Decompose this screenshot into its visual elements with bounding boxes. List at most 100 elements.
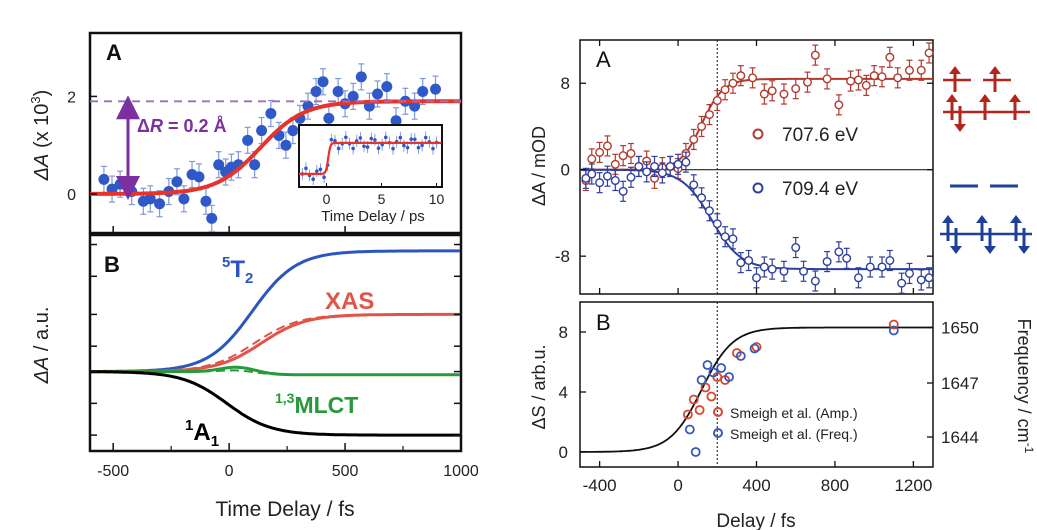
right-b-point: [888, 319, 899, 330]
right-a-point: [799, 260, 809, 282]
spin-diagram-high-spin: [943, 66, 1030, 132]
inset-xtick: 10: [429, 191, 445, 207]
right-a-point: [767, 258, 777, 280]
right-b-xtick: 800: [821, 476, 849, 495]
right-a-point: [626, 142, 636, 165]
left-b-xtick: 500: [332, 463, 359, 480]
right-b-points: [682, 319, 899, 457]
right-b-point: [706, 391, 717, 402]
right-a-point: [681, 151, 691, 173]
left-a-point: [200, 187, 212, 215]
right-a-point: [595, 172, 605, 194]
inset-xtick: 5: [378, 191, 386, 207]
right-a-point: [728, 228, 738, 250]
label-5t2: 5T2: [222, 254, 253, 287]
right-a-point: [893, 67, 903, 89]
right-a-point: [916, 269, 926, 291]
left-a-point: [144, 185, 156, 213]
left-a-point: [390, 107, 402, 135]
right-b-point: [696, 375, 707, 385]
right-b-panel-label: B: [596, 310, 611, 335]
left-a-annotation: ΔR = 0.2 Å: [137, 116, 226, 136]
left-b-curve: [90, 369, 461, 376]
right-b-point: [888, 325, 899, 336]
right-b-point: [724, 372, 734, 382]
left-b-xtick: 0: [225, 463, 234, 480]
right-a-point: [618, 145, 628, 167]
right-a-point: [736, 252, 746, 274]
spin-state-diagrams: [940, 66, 1032, 254]
right-a-point: [822, 68, 832, 90]
right-a-point: [885, 46, 895, 68]
right-a-point: [673, 153, 683, 175]
right-a-ytick: 8: [561, 74, 570, 93]
right-b-xlabel: Delay / fs: [716, 511, 795, 530]
right-a-point: [779, 260, 789, 282]
right-a-point: [791, 78, 801, 100]
right-a-point: [904, 59, 914, 81]
right-b-point: [682, 409, 693, 420]
right-b-point: [751, 342, 762, 352]
right-a-point: [642, 161, 652, 183]
right-a-point: [869, 65, 879, 87]
right-b-point: [684, 424, 695, 435]
left-a-point: [417, 77, 429, 106]
legend-marker-amp: [713, 407, 723, 417]
right-b-xtick: 1200: [894, 476, 932, 495]
right-a-point: [904, 262, 914, 285]
right-a-point: [712, 213, 722, 235]
left-panel-a: ΔR = 0.2 Å A 0 2 ΔA (x 103) 0 5 10 Time Del…: [28, 31, 463, 235]
right-a-point: [720, 79, 730, 101]
legend-marker-707: [752, 128, 764, 140]
left-b-xtick: 1000: [443, 463, 479, 480]
left-b-panel-label: B: [104, 252, 120, 277]
left-a-point: [355, 63, 367, 91]
right-b-xtick: 0: [673, 476, 682, 495]
right-a-point: [728, 72, 738, 94]
label-1a1: 1A1: [185, 417, 219, 450]
left-a-point: [213, 151, 225, 179]
right-a-point: [634, 155, 644, 178]
right-b-point: [694, 405, 705, 415]
right-a-point: [704, 200, 714, 222]
right-a-point: [665, 155, 675, 178]
inset-fit-curve: [299, 141, 442, 175]
spin-diagram-low-spin: [940, 184, 1032, 254]
right-a-point: [626, 166, 636, 188]
left-a-point: [242, 126, 254, 154]
right-a-point: [885, 249, 895, 272]
legend-label-amp: Smeigh et al. (Amp.): [730, 405, 858, 421]
right-b-y2tick: 1647: [941, 374, 979, 393]
left-a-ylabel: ΔA (x 103): [28, 90, 53, 182]
right-a-point: [865, 256, 875, 278]
right-a-point: [897, 272, 907, 294]
right-a-ytick: -8: [555, 247, 570, 266]
right-a-point: [752, 267, 762, 289]
left-b-curve: [90, 313, 461, 373]
legend-marker-709: [752, 182, 764, 194]
left-a-point: [317, 68, 329, 96]
right-b-y2label: Frequency / cm-1: [1014, 319, 1036, 454]
label-mlct: 1,3MLCT: [275, 390, 358, 418]
right-b-point: [690, 447, 701, 457]
left-b-xtick: -500: [97, 463, 129, 480]
right-b-ylabel: ΔS / arb.u.: [529, 344, 549, 429]
right-a-point: [791, 236, 801, 259]
right-a-point: [736, 65, 746, 87]
left-a-ytick: 0: [67, 187, 76, 204]
left-a-panel-label: A: [106, 40, 122, 65]
right-a-point: [810, 44, 820, 66]
right-a-ylabel: ΔA / mOD: [529, 126, 549, 206]
label-xas: XAS: [325, 288, 374, 315]
right-a-point: [602, 165, 612, 187]
right-a-point: [697, 187, 707, 209]
right-a-point: [877, 66, 887, 88]
right-a-point: [581, 167, 591, 189]
right-a-point: [767, 80, 777, 102]
right-a-point: [712, 89, 722, 112]
left-b-xlabel: Time Delay / fs: [215, 498, 354, 521]
legend-marker-freq: [713, 428, 723, 438]
right-a-points: [580, 42, 934, 294]
left-a-point: [256, 116, 268, 145]
